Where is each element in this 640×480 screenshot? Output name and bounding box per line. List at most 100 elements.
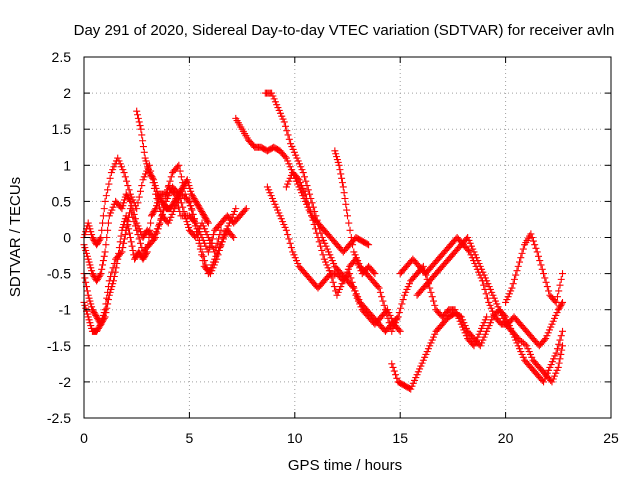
data-point — [129, 196, 137, 204]
data-point — [198, 251, 206, 259]
y-axis-label: SDTVAR / TECUs — [7, 177, 24, 297]
data-point — [408, 382, 416, 390]
data-point — [223, 225, 231, 233]
data-point — [124, 182, 132, 190]
data-point — [552, 349, 560, 357]
data-point — [396, 327, 404, 335]
data-point — [270, 197, 278, 205]
data-point — [556, 281, 564, 289]
data-point — [157, 208, 165, 216]
data-point — [389, 317, 397, 325]
y-tick-label: 2 — [63, 85, 71, 101]
data-point — [545, 287, 553, 295]
data-point — [188, 190, 196, 198]
data-point — [120, 199, 128, 207]
data-point — [557, 350, 565, 358]
data-point — [328, 274, 336, 282]
data-point — [346, 226, 354, 234]
y-tick-label: -1.5 — [47, 338, 71, 354]
data-point — [144, 241, 152, 249]
data-point — [352, 291, 360, 299]
data-point — [112, 264, 120, 272]
data-point — [295, 176, 303, 184]
data-point — [149, 174, 157, 182]
data-point — [379, 297, 387, 305]
data-point — [229, 210, 237, 218]
data-point — [540, 270, 548, 278]
data-point — [272, 203, 280, 211]
data-point — [110, 277, 118, 285]
data-point — [480, 319, 488, 327]
data-point — [120, 239, 128, 247]
data-point — [309, 216, 317, 224]
data-point — [168, 202, 176, 210]
data-point — [190, 195, 198, 203]
data-point — [135, 193, 143, 201]
data-point — [269, 92, 277, 100]
data-point — [99, 316, 107, 324]
data-point — [87, 228, 95, 236]
data-point — [481, 316, 489, 324]
data-point — [103, 234, 111, 241]
data-point — [540, 336, 548, 344]
data-point — [552, 369, 560, 377]
data-point — [224, 222, 232, 230]
data-point — [414, 368, 422, 376]
data-point — [529, 237, 537, 245]
data-point — [104, 296, 112, 304]
data-point — [292, 151, 300, 159]
data-point — [547, 361, 555, 369]
data-point — [89, 271, 97, 279]
series-track-7 — [261, 89, 402, 335]
data-point — [116, 238, 124, 246]
data-point — [517, 348, 525, 356]
data-point — [490, 310, 498, 318]
data-point — [516, 258, 524, 266]
data-point — [281, 153, 289, 161]
data-point — [541, 274, 549, 282]
data-point — [555, 304, 563, 312]
data-point — [209, 264, 217, 272]
data-point — [213, 239, 221, 247]
data-point — [92, 311, 100, 319]
data-marks — [80, 89, 567, 393]
data-point — [545, 326, 553, 334]
data-point — [153, 229, 161, 237]
series-track-11 — [388, 306, 567, 393]
data-point — [301, 190, 309, 198]
data-point — [99, 257, 107, 265]
data-point — [402, 288, 410, 296]
data-point — [294, 259, 302, 267]
data-point — [199, 257, 207, 265]
data-point — [222, 228, 230, 236]
data-point — [318, 246, 326, 254]
data-point — [86, 319, 94, 327]
data-point — [106, 174, 114, 182]
data-point — [276, 212, 284, 220]
data-point — [337, 170, 345, 178]
data-point — [273, 101, 281, 109]
data-point — [82, 278, 90, 286]
data-point — [489, 291, 497, 299]
data-point — [196, 245, 204, 253]
data-point — [319, 236, 327, 244]
data-point — [482, 290, 490, 298]
data-point — [114, 154, 122, 162]
data-point — [483, 294, 491, 302]
data-point — [294, 174, 302, 182]
data-point — [345, 219, 353, 227]
data-point — [512, 271, 520, 279]
data-point — [524, 345, 532, 353]
data-point — [548, 358, 556, 366]
data-point — [84, 291, 92, 299]
data-point — [286, 239, 294, 247]
data-point — [135, 118, 143, 126]
data-point — [93, 277, 101, 285]
data-point — [191, 196, 199, 204]
data-point — [134, 114, 142, 122]
data-point — [464, 246, 472, 254]
data-point — [87, 264, 95, 272]
data-point — [553, 293, 561, 301]
data-point — [333, 291, 341, 299]
data-point — [556, 303, 564, 311]
